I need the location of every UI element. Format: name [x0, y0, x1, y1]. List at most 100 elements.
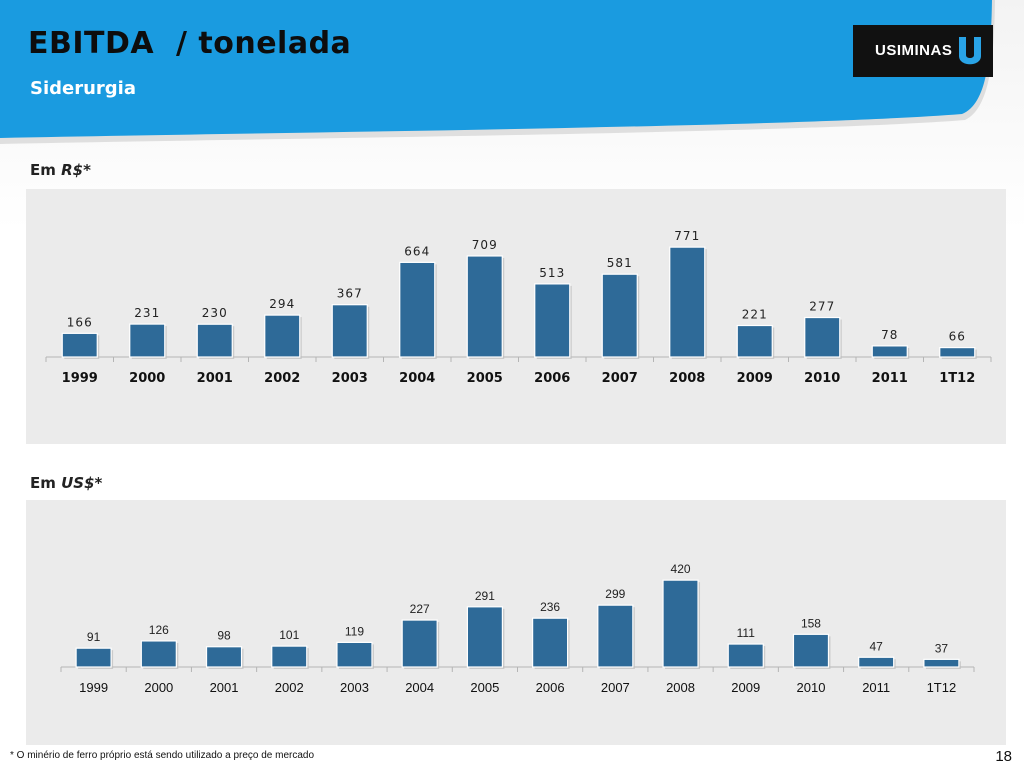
data-label: 299 [605, 587, 625, 601]
data-label: 236 [540, 600, 560, 614]
data-label: 47 [869, 639, 883, 653]
x-tick-label: 2010 [804, 371, 840, 386]
data-label: 158 [801, 616, 821, 630]
x-tick-label: 2011 [862, 680, 890, 695]
data-label: 227 [410, 602, 430, 616]
data-label: 771 [674, 229, 700, 243]
data-label: 664 [404, 244, 430, 258]
data-label: 291 [475, 589, 495, 603]
page-title: EBITDA / tonelada [28, 26, 352, 61]
bar [336, 641, 373, 668]
data-label: 513 [539, 266, 565, 280]
bar [601, 273, 638, 358]
data-label: 119 [345, 624, 364, 638]
section-label-prefix: Em [30, 474, 62, 492]
x-tick-label: 1T12 [939, 371, 975, 386]
usiminas-logo: USIMINAS [853, 25, 993, 77]
bar [466, 606, 503, 668]
data-label: 166 [67, 315, 93, 329]
x-tick-label: 2006 [534, 371, 570, 386]
x-tick-label: 2002 [264, 371, 300, 386]
header-band [0, 0, 995, 144]
bar-chart-brl: 166 1999 231 2000 230 2001 294 2002 367 2003 664 20… [45, 229, 992, 386]
bar [871, 345, 908, 358]
bar [399, 261, 436, 358]
x-tick-label: 2003 [332, 371, 368, 386]
logo-text: USIMINAS [875, 42, 953, 59]
x-tick-label: 2007 [602, 371, 638, 386]
section-label-brl: Em R$* [30, 161, 91, 179]
x-tick-label: 2000 [144, 680, 173, 695]
bar [75, 647, 112, 668]
logo-u-icon [959, 37, 981, 65]
data-label: 221 [742, 308, 768, 322]
x-tick-label: 2002 [275, 680, 304, 695]
data-label: 709 [472, 238, 498, 252]
data-label: 420 [671, 562, 691, 576]
data-label: 98 [217, 629, 231, 643]
bar [534, 283, 571, 358]
data-label: 230 [202, 306, 228, 320]
chart-panel-brl: 166 1999 231 2000 230 2001 294 2002 367 2003 664 20… [26, 189, 1006, 444]
page-subtitle: Siderurgia [30, 78, 136, 99]
bar [140, 640, 177, 668]
x-tick-label: 2009 [731, 680, 760, 695]
data-label: 37 [935, 641, 949, 655]
bar [264, 314, 301, 358]
x-tick-label: 2007 [601, 680, 630, 695]
x-tick-label: 1T12 [927, 680, 957, 695]
bar [804, 316, 841, 358]
data-label: 581 [607, 256, 633, 270]
data-label: 231 [134, 306, 160, 320]
x-tick-label: 2006 [536, 680, 565, 695]
x-tick-label: 1999 [62, 371, 98, 386]
footnote: * O minério de ferro próprio está sendo … [10, 750, 315, 761]
data-label: 294 [269, 297, 295, 311]
bar [61, 332, 98, 358]
bar-chart-usd: 91 1999 126 2000 98 2001 101 2002 119 2003 227 2004… [60, 562, 975, 695]
section-label-prefix: Em [30, 161, 62, 179]
x-tick-label: 2008 [666, 680, 695, 695]
bar [271, 645, 308, 668]
data-label: 126 [149, 623, 169, 637]
bar [792, 633, 830, 668]
bar [662, 579, 699, 668]
x-tick-label: 2005 [470, 680, 499, 695]
bar [727, 643, 764, 668]
bar [923, 658, 960, 668]
x-tick-label: 2005 [467, 371, 503, 386]
bar [669, 246, 706, 358]
bar [401, 619, 438, 668]
x-tick-label: 2004 [399, 371, 435, 386]
x-tick-label: 2011 [872, 371, 908, 386]
bar [205, 646, 243, 668]
bar [939, 346, 976, 358]
x-tick-label: 2000 [129, 371, 165, 386]
data-label: 66 [949, 330, 966, 344]
x-tick-label: 2008 [669, 371, 705, 386]
x-tick-label: 2010 [797, 680, 826, 695]
bar [196, 323, 233, 358]
bar [466, 255, 503, 358]
x-tick-label: 2009 [737, 371, 773, 386]
data-label: 111 [737, 626, 756, 640]
data-label: 91 [87, 630, 101, 644]
bar [597, 604, 634, 668]
x-tick-label: 2001 [197, 371, 233, 386]
bar [129, 323, 166, 358]
data-label: 101 [279, 628, 299, 642]
x-tick-label: 2001 [210, 680, 239, 695]
x-tick-label: 2004 [405, 680, 434, 695]
page-number: 18 [995, 748, 1012, 765]
bar [736, 324, 773, 358]
x-tick-label: 1999 [79, 680, 108, 695]
section-label-unit: US$* [61, 474, 103, 492]
data-label: 277 [809, 300, 835, 314]
x-tick-label: 2003 [340, 680, 369, 695]
bar [532, 617, 569, 668]
data-label: 367 [337, 287, 363, 301]
bar [331, 304, 368, 358]
chart-panel-usd: 91 1999 126 2000 98 2001 101 2002 119 2003 227 2004… [26, 500, 1006, 745]
section-label-usd: Em US$* [30, 474, 102, 492]
bar [858, 656, 895, 668]
